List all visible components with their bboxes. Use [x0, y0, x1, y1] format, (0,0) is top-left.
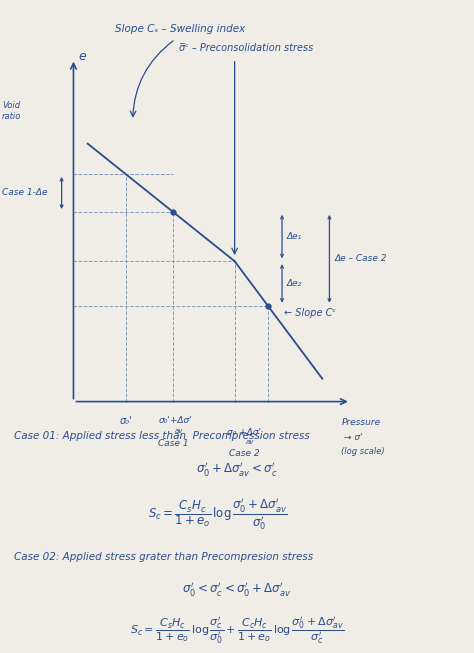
Text: Case 1-Δe: Case 1-Δe [2, 189, 48, 197]
Text: ← Slope Cᶜ: ← Slope Cᶜ [284, 308, 337, 319]
Text: Slope Cₛ – Swelling index: Slope Cₛ – Swelling index [115, 24, 245, 35]
Text: σ₀ +Δσ': σ₀ +Δσ' [227, 428, 261, 437]
Text: Case 02: Applied stress grater than Precompresion stress: Case 02: Applied stress grater than Prec… [14, 552, 313, 562]
Text: Case 1: Case 1 [158, 439, 188, 448]
Text: Pressure: Pressure [341, 418, 381, 427]
Text: $S_c = \dfrac{C_s H_c}{1+e_o}\,\log\dfrac{\sigma_c'}{\sigma_0'} + \dfrac{C_c H_c: $S_c = \dfrac{C_s H_c}{1+e_o}\,\log\dfra… [130, 615, 344, 646]
Text: Δe – Case 2: Δe – Case 2 [334, 254, 387, 263]
Text: Void
ratio: Void ratio [2, 101, 21, 121]
Text: Case 2: Case 2 [229, 449, 259, 458]
Text: av: av [175, 428, 183, 434]
Text: Δe₁: Δe₁ [287, 232, 302, 241]
Text: σ₀'+Δσ': σ₀'+Δσ' [158, 416, 192, 425]
Text: σ̅ᶜ – Preconsolidation stress: σ̅ᶜ – Preconsolidation stress [179, 42, 314, 53]
Text: (log scale): (log scale) [341, 447, 385, 456]
Text: e: e [78, 50, 86, 63]
Text: Δe₂: Δe₂ [287, 279, 302, 288]
Text: av: av [246, 439, 255, 445]
Text: $\sigma_0' < \sigma_c' < \sigma_0' + \Delta\sigma_{av}'$: $\sigma_0' < \sigma_c' < \sigma_0' + \De… [182, 580, 292, 598]
Text: σ₀': σ₀' [119, 416, 132, 426]
Text: → σ': → σ' [344, 433, 362, 442]
Text: $\sigma_0' + \Delta\sigma_{av}' < \sigma_c'$: $\sigma_0' + \Delta\sigma_{av}' < \sigma… [196, 460, 278, 479]
Text: Case 01: Applied stress less than  Precompression stress: Case 01: Applied stress less than Precom… [14, 431, 310, 441]
Text: $S_c = \dfrac{C_s H_c}{1+e_o}\, \log \dfrac{\sigma_0' + \Delta\sigma_{av}'}{\sig: $S_c = \dfrac{C_s H_c}{1+e_o}\, \log \df… [148, 496, 288, 532]
